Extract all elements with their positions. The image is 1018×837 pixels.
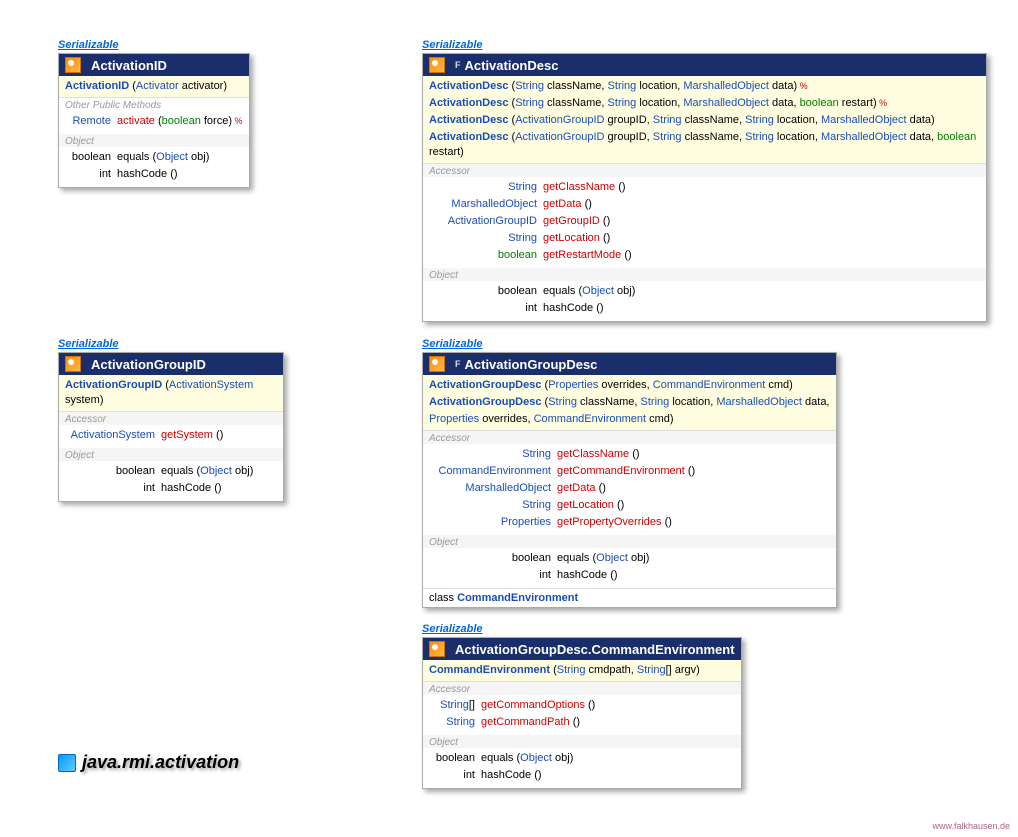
method-row: inthashCode () (65, 166, 243, 183)
package-label: java.rmi.activation (58, 752, 239, 773)
class-header: ActivationID (59, 54, 249, 76)
class-name: ActivationDesc (465, 58, 559, 73)
method-section: ActivationSystemgetSystem () (59, 425, 283, 448)
section-label: Accessor (423, 431, 836, 444)
stereotype-link[interactable]: Serializable (422, 39, 483, 51)
section-label: Accessor (59, 412, 283, 425)
constructors: ActivationGroupDesc (Properties override… (423, 375, 836, 431)
constructor-row: Properties overrides, CommandEnvironment… (429, 411, 830, 428)
constructor-row: ActivationDesc (String className, String… (429, 78, 980, 95)
nested-class: class CommandEnvironment (423, 588, 836, 607)
method-row: PropertiesgetPropertyOverrides () (429, 514, 830, 531)
constructors: ActivationGroupID (ActivationSystem syst… (59, 375, 283, 412)
method-row: ActivationSystemgetSystem () (65, 427, 277, 444)
class-box: F ActivationGroupDesc ActivationGroupDes… (422, 352, 837, 608)
method-row: StringgetClassName () (429, 179, 980, 196)
constructors: CommandEnvironment (String cmdpath, Stri… (423, 660, 741, 682)
method-row: MarshalledObjectgetData () (429, 480, 830, 497)
method-row: booleanequals (Object obj) (65, 149, 243, 166)
method-section: StringgetClassName ()CommandEnvironmentg… (423, 444, 836, 535)
constructor-row: ActivationDesc (ActivationGroupID groupI… (429, 112, 980, 129)
method-row: String[]getCommandOptions () (429, 697, 735, 714)
section-label: Object (59, 134, 249, 147)
method-row: booleanequals (Object obj) (65, 463, 277, 480)
method-row: inthashCode () (65, 480, 277, 497)
method-section: booleanequals (Object obj)inthashCode () (423, 548, 836, 588)
stereotype-link[interactable]: Serializable (58, 39, 119, 51)
constructor-row: ActivationDesc (String className, String… (429, 95, 980, 112)
section-label: Object (423, 535, 836, 548)
class-box: ActivationGroupID ActivationGroupID (Act… (58, 352, 284, 502)
class-icon (65, 356, 81, 372)
class-header: ActivationGroupDesc.CommandEnvironment (423, 638, 741, 660)
section-label: Object (423, 735, 741, 748)
method-row: MarshalledObjectgetData () (429, 196, 980, 213)
constructor-row: ActivationGroupDesc (Properties override… (429, 377, 830, 394)
method-row: inthashCode () (429, 300, 980, 317)
class-name: ActivationGroupDesc.CommandEnvironment (455, 642, 735, 657)
method-section: Remoteactivate (boolean force) % (59, 111, 249, 134)
constructor-row: ActivationGroupID (ActivationSystem syst… (65, 377, 277, 409)
constructors: ActivationDesc (String className, String… (423, 76, 986, 164)
class-name: ActivationID (91, 58, 167, 73)
method-row: StringgetLocation () (429, 230, 980, 247)
method-section: StringgetClassName ()MarshalledObjectget… (423, 177, 986, 268)
method-row: StringgetClassName () (429, 446, 830, 463)
constructor-row: CommandEnvironment (String cmdpath, Stri… (429, 662, 735, 679)
class-header: ActivationGroupID (59, 353, 283, 375)
watermark: www.falkhausen.de (932, 821, 1010, 831)
section-label: Other Public Methods (59, 98, 249, 111)
package-icon (58, 754, 76, 772)
stereotype-link[interactable]: Serializable (422, 338, 483, 350)
final-marker: F (455, 60, 461, 70)
method-row: CommandEnvironmentgetCommandEnvironment … (429, 463, 830, 480)
method-section: booleanequals (Object obj)inthashCode () (423, 281, 986, 321)
constructor-row: ActivationID (Activator activator) (65, 78, 243, 95)
class-box: ActivationGroupDesc.CommandEnvironment C… (422, 637, 742, 789)
method-row: ActivationGroupIDgetGroupID () (429, 213, 980, 230)
class-icon (429, 356, 445, 372)
method-section: booleanequals (Object obj)inthashCode () (59, 461, 283, 501)
stereotype-link[interactable]: Serializable (422, 623, 483, 635)
final-marker: F (455, 359, 461, 369)
method-section: booleanequals (Object obj)inthashCode () (423, 748, 741, 788)
class-icon (429, 57, 445, 73)
method-row: StringgetCommandPath () (429, 714, 735, 731)
method-row: booleanequals (Object obj) (429, 750, 735, 767)
method-section: booleanequals (Object obj)inthashCode () (59, 147, 249, 187)
class-name: ActivationGroupID (91, 357, 206, 372)
method-row: inthashCode () (429, 567, 830, 584)
class-box: ActivationID ActivationID (Activator act… (58, 53, 250, 188)
stereotype-link[interactable]: Serializable (58, 338, 119, 350)
method-row: booleanequals (Object obj) (429, 283, 980, 300)
section-label: Accessor (423, 682, 741, 695)
class-name: ActivationGroupDesc (465, 357, 598, 372)
constructor-row: ActivationGroupDesc (String className, S… (429, 394, 830, 411)
section-label: Object (59, 448, 283, 461)
class-box: F ActivationDesc ActivationDesc (String … (422, 53, 987, 322)
constructors: ActivationID (Activator activator) (59, 76, 249, 98)
method-row: inthashCode () (429, 767, 735, 784)
class-header: F ActivationGroupDesc (423, 353, 836, 375)
class-icon (429, 641, 445, 657)
method-section: String[]getCommandOptions ()StringgetCom… (423, 695, 741, 735)
method-row: Remoteactivate (boolean force) % (65, 113, 243, 130)
package-name: java.rmi.activation (82, 752, 239, 773)
method-row: booleanequals (Object obj) (429, 550, 830, 567)
method-row: booleangetRestartMode () (429, 247, 980, 264)
section-label: Object (423, 268, 986, 281)
section-label: Accessor (423, 164, 986, 177)
method-row: StringgetLocation () (429, 497, 830, 514)
class-header: F ActivationDesc (423, 54, 986, 76)
class-icon (65, 57, 81, 73)
constructor-row: ActivationDesc (ActivationGroupID groupI… (429, 129, 980, 161)
